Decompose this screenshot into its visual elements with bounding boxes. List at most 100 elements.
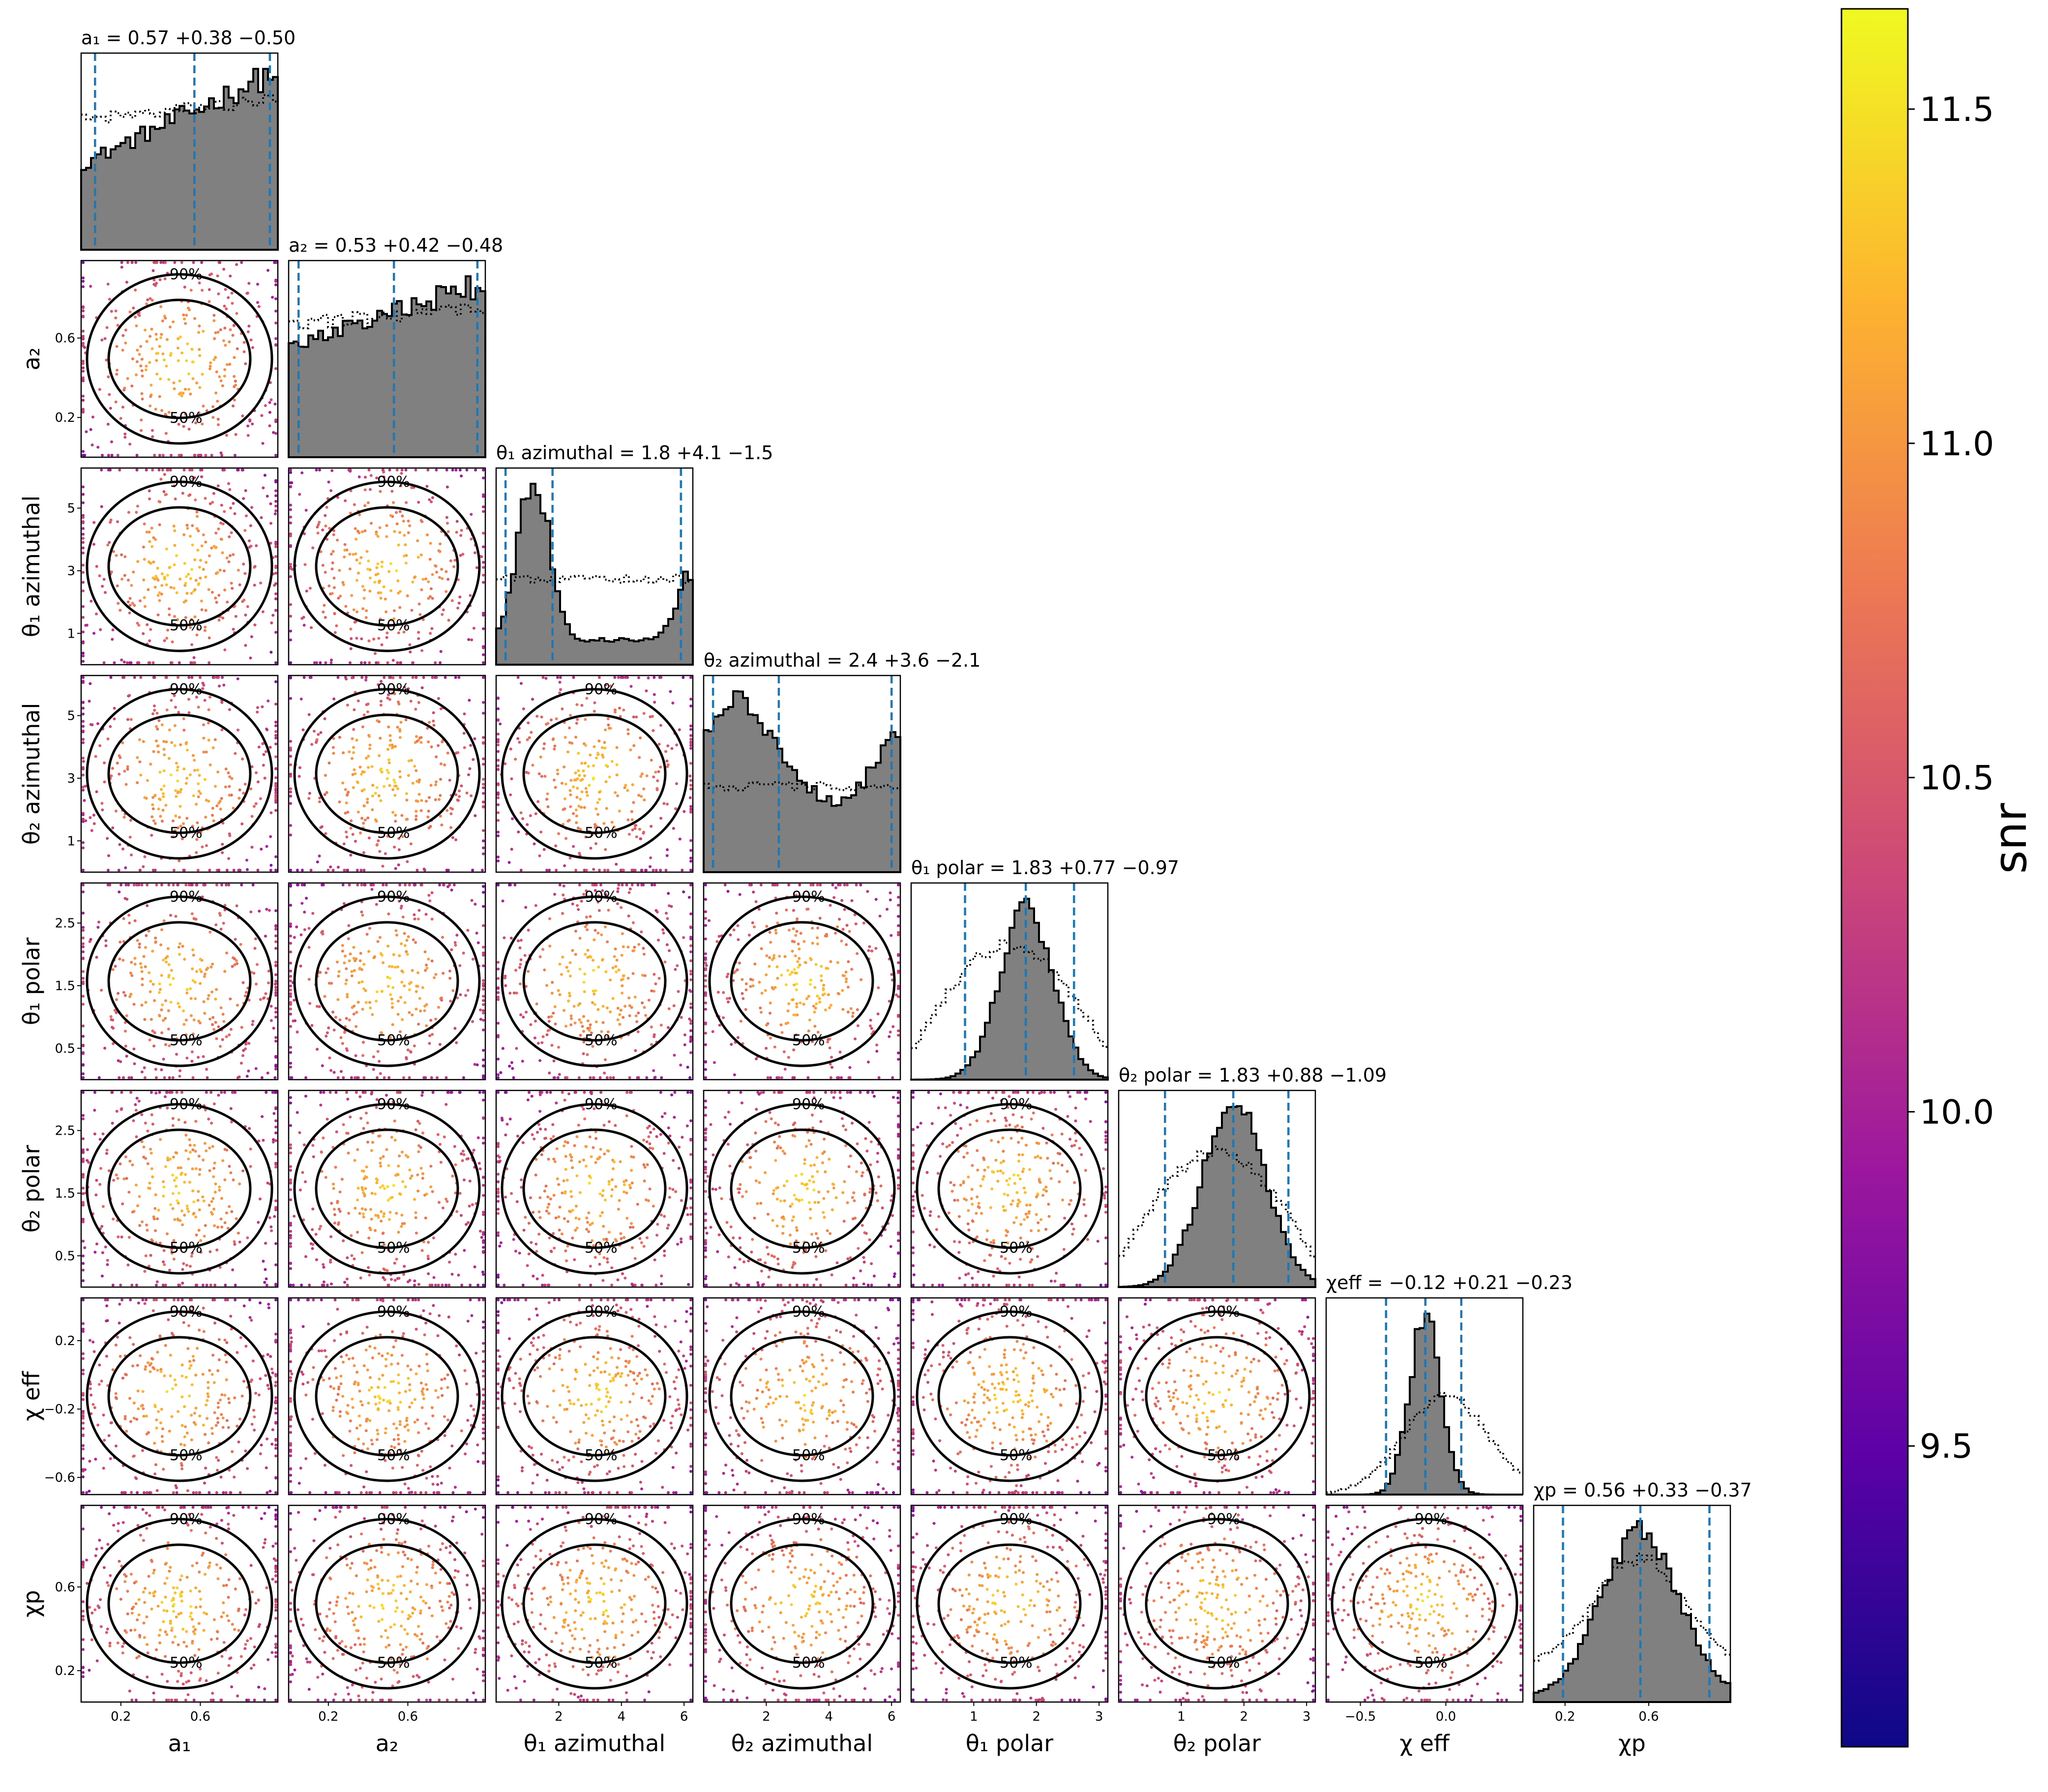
y-tick-label: 2.5 (55, 1124, 75, 1139)
y-tick-label: 0.2 (55, 1334, 75, 1349)
contour-label-50: 50% (1207, 1654, 1240, 1672)
x-axis-label-a1: a₁ (168, 1730, 191, 1757)
panel-title-a2: a₂ = 0.53 +0.42 −0.48 (289, 235, 503, 256)
panel-frame (495, 467, 694, 666)
x-axis-label-chi_p: χp (1618, 1730, 1646, 1757)
scatter-panel-a2-theta2_az: 50% 90% (288, 675, 486, 873)
colorbar: 9.5 10.0 10.5 11.0 11.5 snr (1840, 8, 2037, 1748)
contour-50 (522, 921, 667, 1042)
contour-label-50: 50% (170, 410, 203, 427)
panel-frame (495, 882, 694, 1081)
contour-50 (315, 713, 459, 834)
y-axis-label-chi_p: χp (18, 1590, 45, 1617)
contour-90 (293, 1518, 481, 1690)
panel-title-chi_p: χp = 0.56 +0.33 −0.37 (1534, 1479, 1752, 1501)
y-tick-label: −0.2 (44, 1402, 75, 1417)
panel-frame (703, 1297, 901, 1496)
x-axis-label-theta2_pol: θ₂ polar (1173, 1730, 1261, 1757)
panel-title-chi_eff: χeff = −0.12 +0.21 −0.23 (1326, 1272, 1573, 1293)
posterior-histogram (703, 690, 901, 873)
x-axis-label-theta2_az: θ₂ azimuthal (731, 1730, 873, 1757)
y-tick-label: 0.5 (55, 1041, 75, 1056)
hist-panel-chi_p: χp = 0.56 +0.33 −0.37 0.2 0.6 χp (1533, 1479, 1752, 1757)
panel-grid: a₁ = 0.57 +0.38 −0.50 50% 90% 0.2 0.6 a₂ a₂ = … (18, 27, 1752, 1757)
x-tick-label: 2 (555, 1709, 563, 1724)
contour-label-50: 50% (1000, 1447, 1033, 1464)
y-tick-label: 0.2 (55, 1664, 75, 1678)
prior-histogram (289, 303, 485, 329)
scatter-panel-theta2_pol-chi_p: 50% 90% 1 2 3 θ₂ polar (1118, 1504, 1316, 1757)
contour-label-50: 50% (377, 1447, 410, 1464)
hist-panel-chi_eff: χeff = −0.12 +0.21 −0.23 (1325, 1272, 1573, 1496)
contour-50 (315, 921, 459, 1042)
scatter-panel-a2-theta1_pol: 50% 90% (288, 882, 486, 1081)
contour-90 (501, 1103, 688, 1275)
prior-histogram (81, 94, 278, 123)
colorbar-label: snr (1984, 803, 2037, 874)
scatter-panel-theta2_pol-chi_eff: 50% 90% (1118, 1297, 1316, 1496)
contour-label-90: 90% (1207, 1303, 1240, 1321)
prior-histogram (704, 781, 900, 792)
contour-90 (1331, 1518, 1518, 1690)
contour-label-90: 90% (1415, 1511, 1448, 1528)
contour-label-90: 90% (170, 473, 203, 491)
y-axis-label-theta2_pol: θ₂ polar (18, 1145, 45, 1233)
scatter-panel-a1-theta1_pol: 50% 90% 0.5 1.5 2.5 θ₁ polar (18, 882, 279, 1081)
panel-frame (1118, 1504, 1316, 1703)
contour-label-50: 50% (1000, 1654, 1033, 1672)
x-tick-label: 4 (825, 1709, 833, 1724)
x-tick-label: 1 (1177, 1709, 1186, 1724)
panel-frame (495, 1504, 694, 1703)
scatter-panel-theta2_az-theta2_pol: 50% 90% (703, 1089, 901, 1288)
contour-90 (916, 1103, 1103, 1275)
contour-50 (315, 1128, 459, 1249)
contour-label-50: 50% (585, 824, 618, 842)
panel-title-theta1_az: θ₁ azimuthal = 1.8 +4.1 −1.5 (496, 442, 773, 464)
contour-label-90: 90% (792, 1096, 825, 1113)
y-axis-label-theta1_pol: θ₁ polar (18, 938, 45, 1026)
contour-label-90: 90% (1000, 1511, 1033, 1528)
hist-panel-theta1_az: θ₁ azimuthal = 1.8 +4.1 −1.5 (495, 442, 773, 666)
panel-frame (910, 1089, 1109, 1288)
contour-label-90: 90% (170, 266, 203, 283)
contour-90 (86, 273, 273, 445)
scatter-panel-theta2_az-chi_eff: 50% 90% (703, 1297, 901, 1496)
contour-label-50: 50% (377, 617, 410, 634)
contour-label-90: 90% (377, 1511, 410, 1528)
y-axis-label-chi_eff: χ eff (18, 1371, 45, 1421)
panel-frame (80, 52, 279, 251)
contour-label-50: 50% (377, 1239, 410, 1257)
contour-label-90: 90% (377, 1096, 410, 1113)
colorbar-ticks: 9.5 10.0 10.5 11.0 11.5 (1908, 90, 1994, 1466)
contour-50 (730, 921, 874, 1042)
contour-label-50: 50% (170, 1447, 203, 1464)
x-tick-label: 0.0 (1436, 1709, 1456, 1724)
posterior-histogram (80, 68, 279, 251)
scatter-panel-a1-theta1_az: 50% 90% 1 3 5 θ₁ azimuthal (18, 467, 279, 666)
contour-label-90: 90% (1000, 1303, 1033, 1321)
panel-frame (80, 1504, 279, 1703)
contour-50 (730, 1543, 874, 1664)
contour-50 (315, 1336, 459, 1457)
panel-frame (910, 1297, 1109, 1496)
contour-90 (916, 1518, 1103, 1690)
panel-frame (910, 1504, 1109, 1703)
colorbar-tick-label: 10.0 (1920, 1093, 1994, 1132)
contour-label-90: 90% (585, 888, 618, 906)
scatter-panel-a2-theta1_az: 50% 90% (288, 467, 486, 666)
y-tick-label: 2.5 (55, 916, 75, 931)
contour-label-50: 50% (585, 1447, 618, 1464)
contour-50 (1145, 1336, 1289, 1457)
panel-frame (80, 882, 279, 1081)
contour-label-90: 90% (377, 1303, 410, 1321)
y-tick-label: 5 (67, 709, 75, 724)
x-tick-label: 3 (1095, 1709, 1103, 1724)
contour-label-90: 90% (585, 1096, 618, 1113)
panel-frame (288, 882, 486, 1081)
colorbar-tick-label: 10.5 (1920, 759, 1994, 798)
scatter-panel-theta1_az-theta2_az: 50% 90% (495, 675, 694, 873)
contour-50 (107, 506, 252, 627)
y-tick-label: 1.5 (55, 1186, 75, 1201)
contour-label-90: 90% (585, 1303, 618, 1321)
